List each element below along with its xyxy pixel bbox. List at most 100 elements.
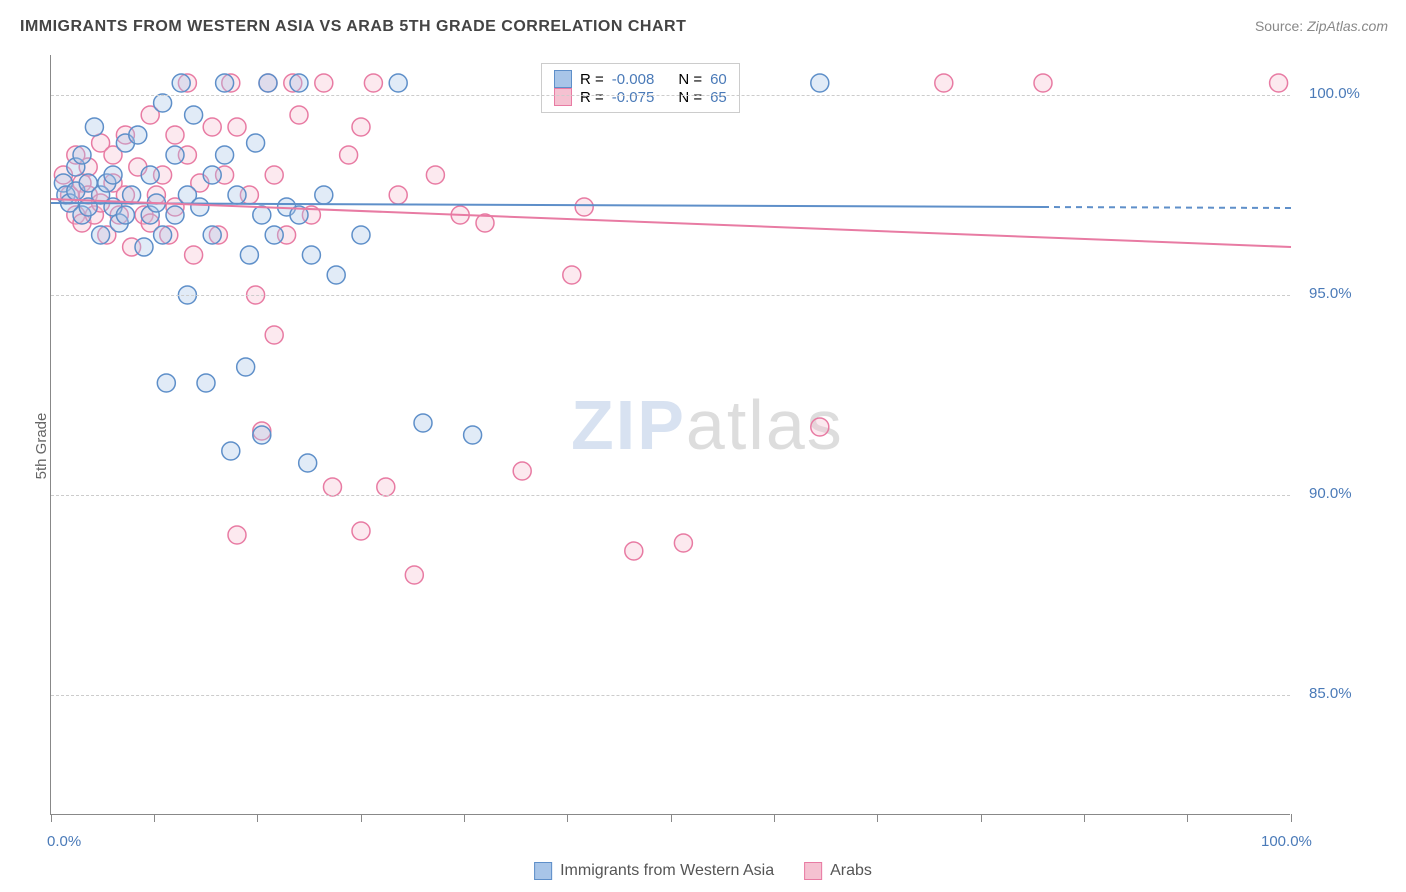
data-point <box>464 426 482 444</box>
data-point <box>185 246 203 264</box>
source-label: Source: <box>1255 18 1303 34</box>
data-point <box>197 374 215 392</box>
swatch-series2 <box>554 88 572 106</box>
data-point <box>157 374 175 392</box>
data-point <box>265 326 283 344</box>
legend-row-series1: R = -0.008 N = 60 <box>554 70 727 88</box>
data-point <box>135 238 153 256</box>
plot-svg <box>51 55 1290 814</box>
data-point <box>228 118 246 136</box>
data-point <box>1270 74 1288 92</box>
swatch-series1-bottom <box>534 862 552 880</box>
data-point <box>811 74 829 92</box>
y-tick-label: 85.0% <box>1309 685 1352 702</box>
data-point <box>513 462 531 480</box>
data-point <box>352 118 370 136</box>
data-point <box>364 74 382 92</box>
n-label: N = <box>678 71 702 88</box>
x-tick <box>464 814 465 822</box>
r-label: R = <box>580 89 604 106</box>
x-tick <box>567 814 568 822</box>
legend-row-series2: R = -0.075 N = 65 <box>554 88 727 106</box>
data-point <box>935 74 953 92</box>
data-point <box>116 206 134 224</box>
data-point <box>191 198 209 216</box>
r-label: R = <box>580 71 604 88</box>
data-point <box>414 414 432 432</box>
y-tick-label: 100.0% <box>1309 85 1360 102</box>
data-point <box>674 534 692 552</box>
gridline <box>51 495 1290 496</box>
x-tick <box>1291 814 1292 822</box>
data-point <box>154 94 172 112</box>
x-tick <box>1084 814 1085 822</box>
y-tick-label: 90.0% <box>1309 485 1352 502</box>
data-point <box>203 226 221 244</box>
data-point <box>73 146 91 164</box>
data-point <box>259 74 277 92</box>
gridline <box>51 95 1290 96</box>
data-point <box>290 106 308 124</box>
x-tick <box>154 814 155 822</box>
data-point <box>315 186 333 204</box>
data-point <box>575 198 593 216</box>
data-point <box>247 134 265 152</box>
data-point <box>228 526 246 544</box>
y-axis-label: 5th Grade <box>33 413 50 480</box>
r-value-series2: -0.075 <box>612 89 655 106</box>
data-point <box>253 426 271 444</box>
gridline <box>51 695 1290 696</box>
r-value-series1: -0.008 <box>612 71 655 88</box>
correlation-chart: IMMIGRANTS FROM WESTERN ASIA VS ARAB 5TH… <box>0 0 1406 892</box>
x-tick <box>671 814 672 822</box>
n-value-series1: 60 <box>710 71 727 88</box>
data-point <box>185 106 203 124</box>
data-point <box>92 226 110 244</box>
series-legend: Immigrants from Western Asia Arabs <box>534 862 872 880</box>
data-point <box>302 246 320 264</box>
data-point <box>104 166 122 184</box>
legend-item-series1: Immigrants from Western Asia <box>534 862 774 880</box>
gridline <box>51 295 1290 296</box>
data-point <box>563 266 581 284</box>
data-point <box>340 146 358 164</box>
data-point <box>426 166 444 184</box>
n-value-series2: 65 <box>710 89 727 106</box>
data-point <box>85 118 103 136</box>
source-name: ZipAtlas.com <box>1307 18 1388 34</box>
legend-item-series2: Arabs <box>804 862 872 880</box>
data-point <box>253 206 271 224</box>
regression-line <box>1043 207 1291 208</box>
data-point <box>166 126 184 144</box>
x-tick <box>361 814 362 822</box>
data-point <box>154 226 172 244</box>
x-tick <box>257 814 258 822</box>
data-point <box>203 118 221 136</box>
data-point <box>625 542 643 560</box>
data-point <box>389 186 407 204</box>
data-point <box>315 74 333 92</box>
data-point <box>203 166 221 184</box>
data-point <box>352 522 370 540</box>
swatch-series2-bottom <box>804 862 822 880</box>
data-point <box>166 206 184 224</box>
data-point <box>172 74 190 92</box>
data-point <box>327 266 345 284</box>
data-point <box>216 74 234 92</box>
series2-label: Arabs <box>830 862 872 880</box>
n-label: N = <box>678 89 702 106</box>
data-point <box>216 146 234 164</box>
x-tick <box>877 814 878 822</box>
data-point <box>811 418 829 436</box>
x-tick <box>1187 814 1188 822</box>
correlation-legend: R = -0.008 N = 60 R = -0.075 N = 65 <box>541 63 740 113</box>
x-tick-label: 100.0% <box>1261 833 1312 850</box>
data-point <box>352 226 370 244</box>
data-point <box>237 358 255 376</box>
data-point <box>141 166 159 184</box>
data-point <box>323 478 341 496</box>
plot-area: ZIPatlas R = -0.008 N = 60 R = -0.075 N … <box>50 55 1290 815</box>
swatch-series1 <box>554 70 572 88</box>
chart-title: IMMIGRANTS FROM WESTERN ASIA VS ARAB 5TH… <box>20 18 686 36</box>
data-point <box>265 166 283 184</box>
